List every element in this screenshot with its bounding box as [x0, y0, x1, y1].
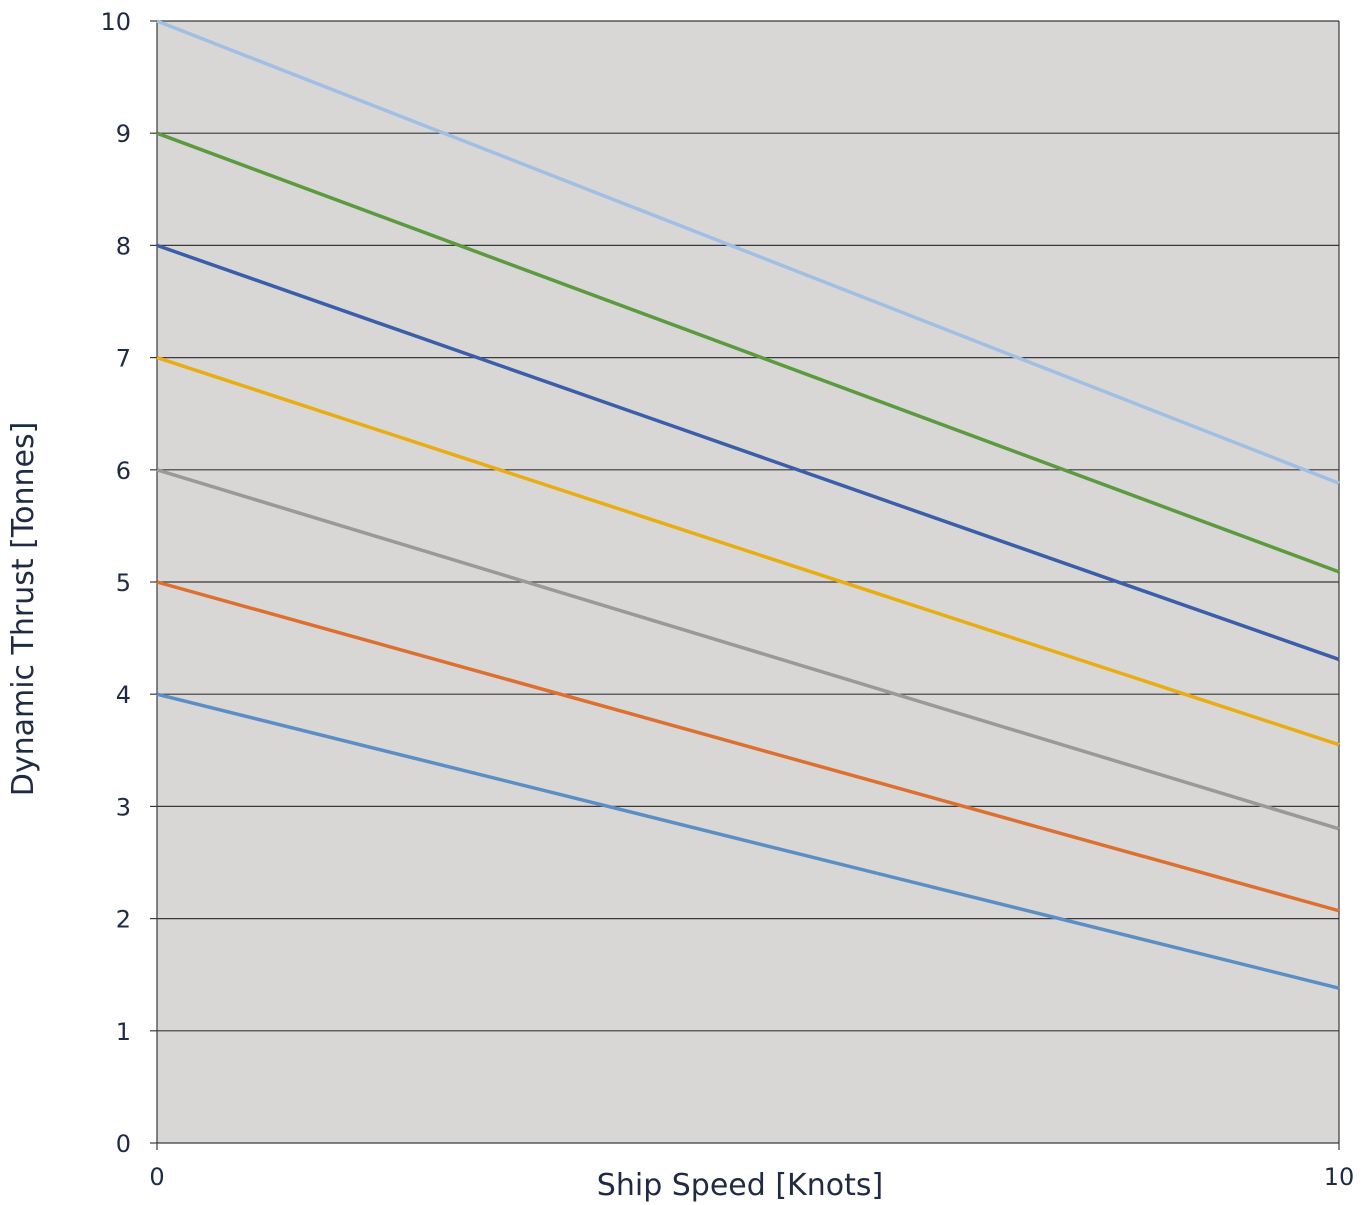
series-line-1: [156, 19, 1340, 485]
series-line-2: [156, 131, 1340, 574]
series-line-7: [156, 692, 1340, 990]
y-tick-label: 1: [116, 1018, 131, 1046]
y-tick-labels: 0 1 2 3 4 5 6 7 8 9 10: [100, 8, 131, 1158]
y-tick-label: 7: [116, 345, 131, 373]
y-tick-label: 0: [116, 1130, 131, 1158]
series-line-4: [156, 355, 1340, 747]
y-tick-label: 3: [116, 793, 131, 821]
series-line-6: [156, 580, 1340, 913]
x-tick-label: 0: [149, 1163, 164, 1191]
x-tick-labels: 0 10: [149, 1163, 1354, 1191]
y-tick-label: 2: [116, 906, 131, 934]
series-lines: [156, 19, 1340, 990]
y-tick-label: 5: [116, 569, 131, 597]
y-tick-label: 8: [116, 232, 131, 260]
x-tick-label: 10: [1324, 1163, 1355, 1191]
y-axis-title: Dynamic Thrust [Tonnes]: [6, 422, 41, 797]
series-line-5: [156, 468, 1340, 831]
series-line-3: [156, 243, 1340, 662]
y-tick-label: 10: [100, 8, 131, 36]
gridlines: [150, 20, 1339, 1144]
x-axis-title: Ship Speed [Knots]: [597, 1168, 883, 1203]
y-tick-label: 6: [116, 457, 131, 485]
y-tick-label: 4: [116, 681, 131, 709]
y-tick-label: 9: [116, 120, 131, 148]
